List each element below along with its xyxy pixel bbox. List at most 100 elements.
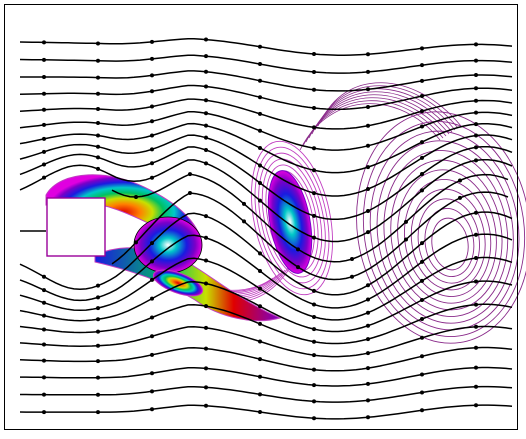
streamline-marker: [474, 384, 478, 389]
streamline-marker: [474, 158, 478, 163]
streamline-marker: [150, 133, 154, 138]
streamline-marker: [150, 371, 154, 376]
streamline-marker: [296, 247, 300, 252]
streamline-marker: [96, 91, 100, 96]
streamline-marker: [474, 255, 478, 260]
streamline-marker: [420, 94, 424, 99]
streamline-marker: [420, 372, 424, 377]
streamline-marker: [134, 240, 138, 245]
streamline-marker: [420, 298, 424, 303]
streamline-marker: [204, 84, 208, 89]
streamline-marker: [258, 128, 262, 133]
streamline-marker: [312, 69, 316, 74]
streamline-marker: [96, 317, 100, 322]
streamline: [19, 134, 513, 197]
far-vortex-contour: [362, 121, 526, 337]
streamline-marker: [204, 111, 208, 116]
streamline: [19, 280, 513, 333]
far-vortex-contour: [397, 169, 497, 304]
streamline: [20, 385, 513, 403]
streamline-marker: [366, 415, 370, 420]
streamline-marker: [204, 69, 208, 74]
streamline-marker: [258, 44, 262, 49]
streamline-marker: [366, 351, 370, 356]
streamline: [19, 233, 513, 309]
streamline-marker: [258, 286, 262, 291]
streamline-marker: [366, 143, 370, 148]
streamline-marker: [42, 358, 46, 363]
streamline-marker: [258, 374, 262, 379]
streamline: [19, 256, 513, 321]
streamline-marker: [96, 359, 100, 364]
streamline-marker: [312, 191, 316, 196]
streamline-marker: [188, 172, 192, 177]
streamline-marker: [366, 230, 370, 235]
streamline-marker: [474, 122, 478, 127]
streamline-marker: [366, 165, 370, 170]
streamline-marker: [366, 87, 370, 92]
near-vortex-contour: [258, 152, 326, 284]
streamline-marker: [312, 367, 316, 372]
streamline-marker: [96, 155, 100, 160]
streamline-marker: [204, 214, 208, 219]
streamline-marker: [258, 304, 262, 309]
streamline-marker: [96, 329, 100, 334]
streamline-marker: [350, 274, 354, 279]
streamline-marker: [420, 188, 424, 193]
streamline-marker: [258, 269, 262, 274]
streamline-marker: [474, 403, 478, 408]
streamline-marker: [204, 98, 208, 103]
near-vortex-contour: [250, 140, 334, 296]
streamline-marker: [258, 392, 262, 397]
streamline-marker: [420, 46, 424, 51]
streamline-marker: [312, 125, 316, 130]
streamline-marker: [96, 41, 100, 46]
streamline-marker: [96, 166, 100, 171]
streamline: [19, 325, 513, 358]
streamline-marker: [312, 416, 316, 421]
streamline: [19, 303, 513, 345]
streamline-marker: [204, 161, 208, 166]
streamline-marker: [42, 274, 46, 279]
streamline-marker: [420, 354, 424, 359]
streamline-marker: [458, 178, 462, 183]
streamline-marker: [296, 265, 300, 270]
streamline-marker: [366, 52, 370, 57]
streamline-marker: [204, 135, 208, 140]
streamline-marker: [242, 201, 246, 206]
streamline-marker: [42, 136, 46, 141]
streamline-marker: [42, 91, 46, 96]
far-vortex-contour: [320, 82, 462, 127]
streamline: [111, 173, 509, 263]
streamline-marker: [96, 58, 100, 63]
streamline-marker: [420, 278, 424, 283]
streamline-marker: [150, 352, 154, 357]
streamline-marker: [474, 345, 478, 350]
streamline-marker: [42, 313, 46, 318]
far-vortex-contour: [431, 217, 469, 271]
streamline-marker: [150, 296, 154, 301]
streamline-marker: [188, 191, 192, 196]
streamline-marker: [366, 310, 370, 315]
streamline-marker: [420, 124, 424, 129]
streamline-marker: [404, 237, 408, 242]
streamline: [19, 404, 513, 420]
streamline-marker: [96, 375, 100, 380]
streamline-marker: [96, 343, 100, 348]
streamline-marker: [458, 195, 462, 200]
streamline-marker: [366, 366, 370, 371]
streamline-marker: [420, 171, 424, 176]
streamline: [19, 37, 513, 56]
streamline-marker: [420, 317, 424, 322]
streamline-marker: [420, 109, 424, 114]
streamline: [20, 70, 513, 92]
streamline-marker: [204, 37, 208, 42]
streamline-marker: [350, 257, 354, 262]
streamline-marker: [474, 232, 478, 237]
streamline-marker: [96, 295, 100, 300]
streamline-marker: [150, 407, 154, 412]
obstacle-square: [46, 197, 106, 257]
far-vortex-contour: [403, 179, 492, 297]
streamline-marker: [42, 162, 46, 167]
